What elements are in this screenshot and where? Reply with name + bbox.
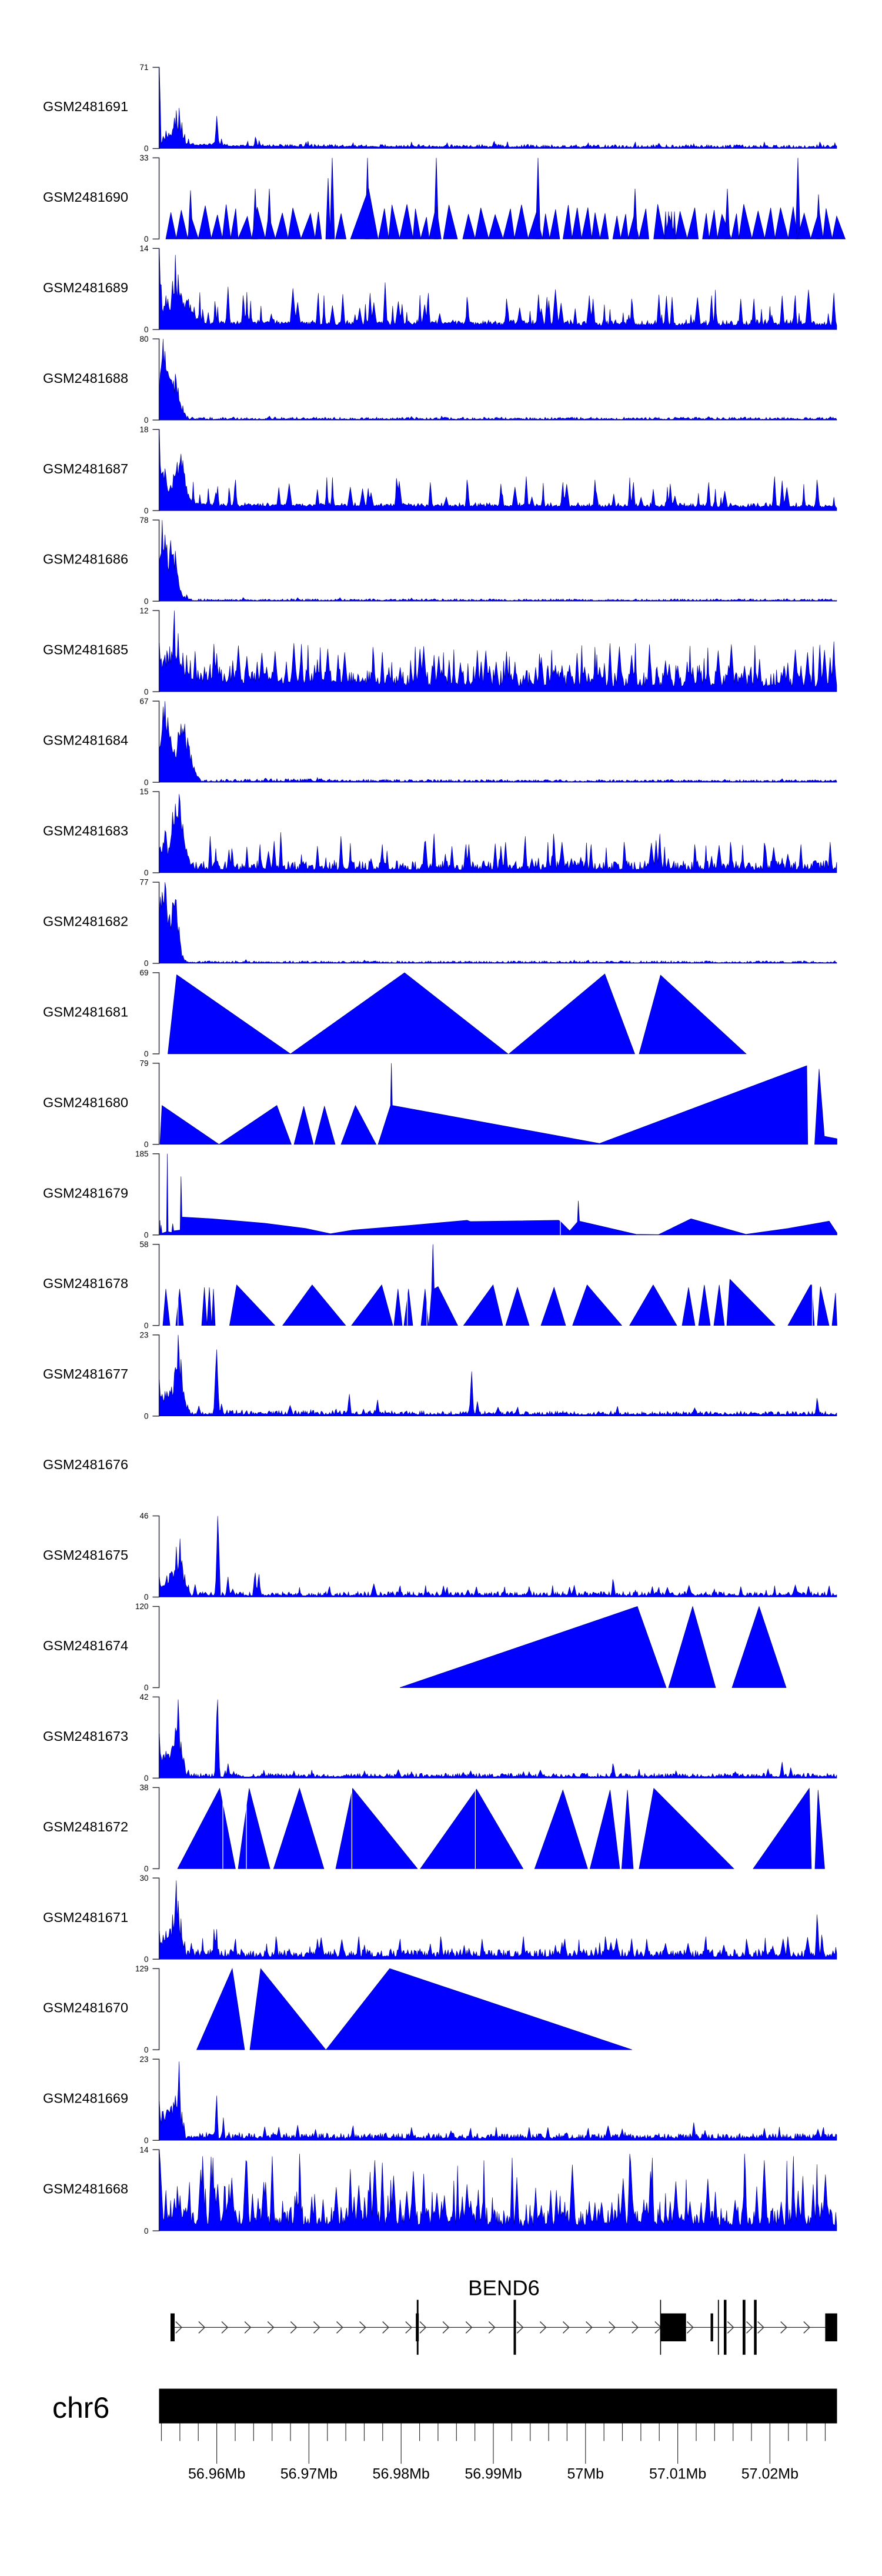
svg-text:GSM2481689: GSM2481689 (43, 280, 128, 295)
svg-text:chr6: chr6 (52, 2391, 109, 2424)
svg-text:GSM2481688: GSM2481688 (43, 371, 128, 386)
svg-text:42: 42 (139, 1693, 148, 1701)
svg-text:0: 0 (144, 688, 149, 696)
svg-text:56.97Mb: 56.97Mb (280, 2466, 338, 2482)
svg-text:GSM2481673: GSM2481673 (43, 1729, 128, 1744)
svg-text:23: 23 (139, 1330, 148, 1339)
svg-text:0: 0 (144, 959, 149, 968)
svg-text:0: 0 (144, 869, 149, 877)
svg-text:GSM2481682: GSM2481682 (43, 914, 128, 929)
svg-text:0: 0 (144, 1774, 149, 1783)
svg-text:79: 79 (139, 1059, 148, 1068)
svg-text:0: 0 (144, 1321, 149, 1330)
svg-text:GSM2481675: GSM2481675 (43, 1547, 128, 1563)
svg-text:80: 80 (139, 335, 148, 343)
svg-text:GSM2481668: GSM2481668 (43, 2181, 128, 2197)
svg-text:0: 0 (144, 1683, 149, 1692)
svg-text:0: 0 (144, 1955, 149, 1964)
svg-text:BEND6: BEND6 (468, 2276, 540, 2300)
svg-text:67: 67 (139, 697, 148, 706)
svg-text:14: 14 (139, 2145, 149, 2154)
svg-text:0: 0 (144, 597, 149, 606)
svg-text:GSM2481681: GSM2481681 (43, 1004, 128, 1019)
svg-text:129: 129 (135, 1964, 149, 1973)
svg-text:GSM2481685: GSM2481685 (43, 642, 128, 658)
svg-text:58: 58 (139, 1240, 148, 1249)
svg-text:0: 0 (144, 1864, 149, 1873)
svg-text:30: 30 (139, 1874, 148, 1883)
svg-text:0: 0 (144, 2227, 149, 2235)
svg-text:0: 0 (144, 1412, 149, 1420)
svg-text:GSM2481687: GSM2481687 (43, 461, 128, 476)
svg-text:56.96Mb: 56.96Mb (188, 2466, 245, 2482)
svg-text:GSM2481691: GSM2481691 (43, 99, 128, 114)
svg-text:14: 14 (139, 244, 149, 253)
svg-text:GSM2481676: GSM2481676 (43, 1457, 128, 1472)
svg-text:18: 18 (139, 425, 148, 434)
svg-text:77: 77 (139, 878, 148, 887)
svg-text:GSM2481683: GSM2481683 (43, 823, 128, 839)
svg-text:185: 185 (135, 1150, 149, 1159)
svg-text:46: 46 (139, 1511, 148, 1520)
svg-text:GSM2481684: GSM2481684 (43, 733, 128, 748)
svg-text:0: 0 (144, 1231, 149, 1240)
svg-text:0: 0 (144, 1593, 149, 1601)
svg-text:0: 0 (144, 325, 149, 334)
svg-text:23: 23 (139, 2055, 148, 2064)
svg-text:GSM2481669: GSM2481669 (43, 2091, 128, 2106)
svg-text:71: 71 (139, 63, 148, 72)
svg-text:38: 38 (139, 1783, 148, 1792)
svg-text:GSM2481678: GSM2481678 (43, 1276, 128, 1291)
svg-text:GSM2481680: GSM2481680 (43, 1095, 128, 1110)
svg-text:0: 0 (144, 416, 149, 425)
svg-text:0: 0 (144, 506, 149, 515)
svg-text:78: 78 (139, 516, 148, 525)
svg-text:0: 0 (144, 778, 149, 787)
svg-text:57Mb: 57Mb (567, 2466, 604, 2482)
svg-text:0: 0 (144, 144, 149, 153)
svg-text:GSM2481686: GSM2481686 (43, 552, 128, 567)
svg-text:69: 69 (139, 969, 148, 977)
svg-text:0: 0 (144, 2136, 149, 2145)
svg-text:33: 33 (139, 154, 148, 162)
svg-text:GSM2481672: GSM2481672 (43, 1819, 128, 1834)
svg-text:0: 0 (144, 1050, 149, 1059)
svg-text:57.02Mb: 57.02Mb (741, 2466, 799, 2482)
svg-text:0: 0 (144, 1140, 149, 1149)
svg-text:56.99Mb: 56.99Mb (465, 2466, 522, 2482)
svg-text:GSM2481671: GSM2481671 (43, 1910, 128, 1925)
svg-text:12: 12 (139, 606, 148, 615)
svg-text:56.98Mb: 56.98Mb (373, 2466, 430, 2482)
svg-text:57.01Mb: 57.01Mb (649, 2466, 706, 2482)
svg-text:0: 0 (144, 235, 149, 243)
svg-text:GSM2481670: GSM2481670 (43, 2000, 128, 2016)
svg-text:0: 0 (144, 2046, 149, 2054)
svg-text:GSM2481674: GSM2481674 (43, 1638, 128, 1653)
svg-text:GSM2481677: GSM2481677 (43, 1366, 128, 1382)
svg-text:15: 15 (139, 788, 148, 796)
svg-text:120: 120 (135, 1602, 149, 1611)
svg-text:GSM2481679: GSM2481679 (43, 1185, 128, 1200)
svg-text:GSM2481690: GSM2481690 (43, 189, 128, 205)
